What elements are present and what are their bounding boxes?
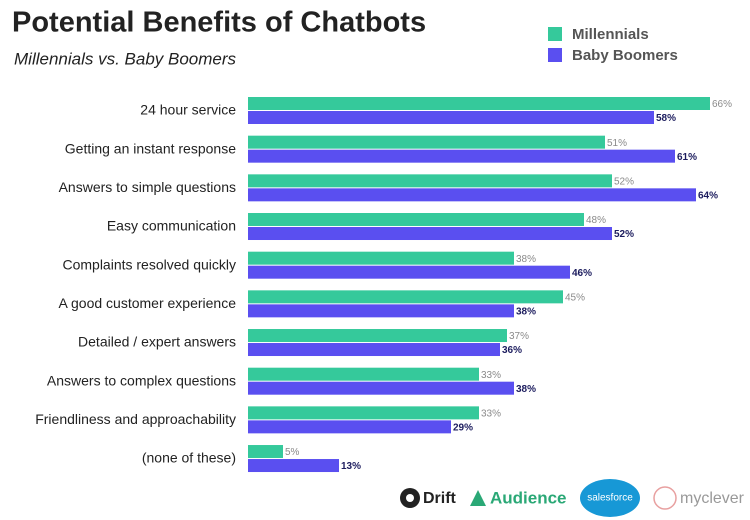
legend-swatch xyxy=(548,27,562,41)
value-label: 38% xyxy=(516,384,536,395)
bar xyxy=(248,459,339,473)
category-label: Easy communication xyxy=(107,218,236,234)
value-label: 33% xyxy=(481,370,501,381)
value-label: 37% xyxy=(509,331,529,342)
value-label: 64% xyxy=(698,190,718,201)
logo-text: myclever xyxy=(680,490,745,507)
logo-text: Drift xyxy=(423,490,457,507)
bar xyxy=(248,445,283,459)
logo-text: salesforce xyxy=(587,493,633,504)
bar xyxy=(248,406,479,420)
bar xyxy=(248,304,514,318)
value-label: 52% xyxy=(614,229,634,240)
value-label: 52% xyxy=(614,176,634,187)
audience-icon xyxy=(470,490,486,506)
value-label: 38% xyxy=(516,306,536,317)
bar xyxy=(248,343,500,357)
bar xyxy=(248,329,507,343)
value-label: 46% xyxy=(572,268,592,279)
bar xyxy=(248,420,451,434)
category-label: Answers to complex questions xyxy=(47,372,236,388)
bar xyxy=(248,251,514,265)
category-label: Detailed / expert answers xyxy=(78,334,236,350)
salesforce-cloud xyxy=(580,479,640,517)
value-label: 13% xyxy=(341,461,361,472)
legend-label: Millennials xyxy=(572,26,649,43)
value-label: 29% xyxy=(453,423,473,434)
legend-swatch xyxy=(548,48,562,62)
bar xyxy=(248,213,584,227)
bar xyxy=(248,265,570,279)
chart-title: Potential Benefits of Chatbots xyxy=(12,7,426,39)
logos: Drift Audience salesforce myclever xyxy=(400,479,745,517)
value-label: 33% xyxy=(481,409,501,420)
value-label: 5% xyxy=(285,447,300,458)
bar xyxy=(248,135,605,149)
bar xyxy=(248,149,675,163)
drift-icon-inner xyxy=(406,494,414,502)
category-label: Getting an instant response xyxy=(65,140,236,156)
category-label: (none of these) xyxy=(142,450,236,466)
category-label: Answers to simple questions xyxy=(59,179,236,195)
category-label: A good customer experience xyxy=(59,295,237,311)
bar xyxy=(248,381,514,395)
value-label: 51% xyxy=(607,138,627,149)
bar xyxy=(248,367,479,381)
category-label: Complaints resolved quickly xyxy=(62,256,236,272)
bar xyxy=(248,227,612,241)
value-label: 61% xyxy=(677,152,697,163)
value-label: 38% xyxy=(516,254,536,265)
value-label: 48% xyxy=(586,215,606,226)
value-label: 36% xyxy=(502,345,522,356)
bar xyxy=(248,290,563,304)
bar xyxy=(248,97,710,110)
bar xyxy=(248,188,696,202)
category-label: Friendliness and approachability xyxy=(35,411,236,427)
logo-text: Audience xyxy=(490,488,567,507)
value-label: 58% xyxy=(656,113,676,124)
chart-subtitle: Millennials vs. Baby Boomers xyxy=(14,49,237,68)
bar xyxy=(248,111,654,124)
myclever-icon xyxy=(653,486,677,510)
bar xyxy=(248,174,612,188)
legend-label: Baby Boomers xyxy=(572,47,678,64)
value-label: 66% xyxy=(712,99,732,110)
category-label: 24 hour service xyxy=(140,102,236,118)
value-label: 45% xyxy=(565,292,585,303)
